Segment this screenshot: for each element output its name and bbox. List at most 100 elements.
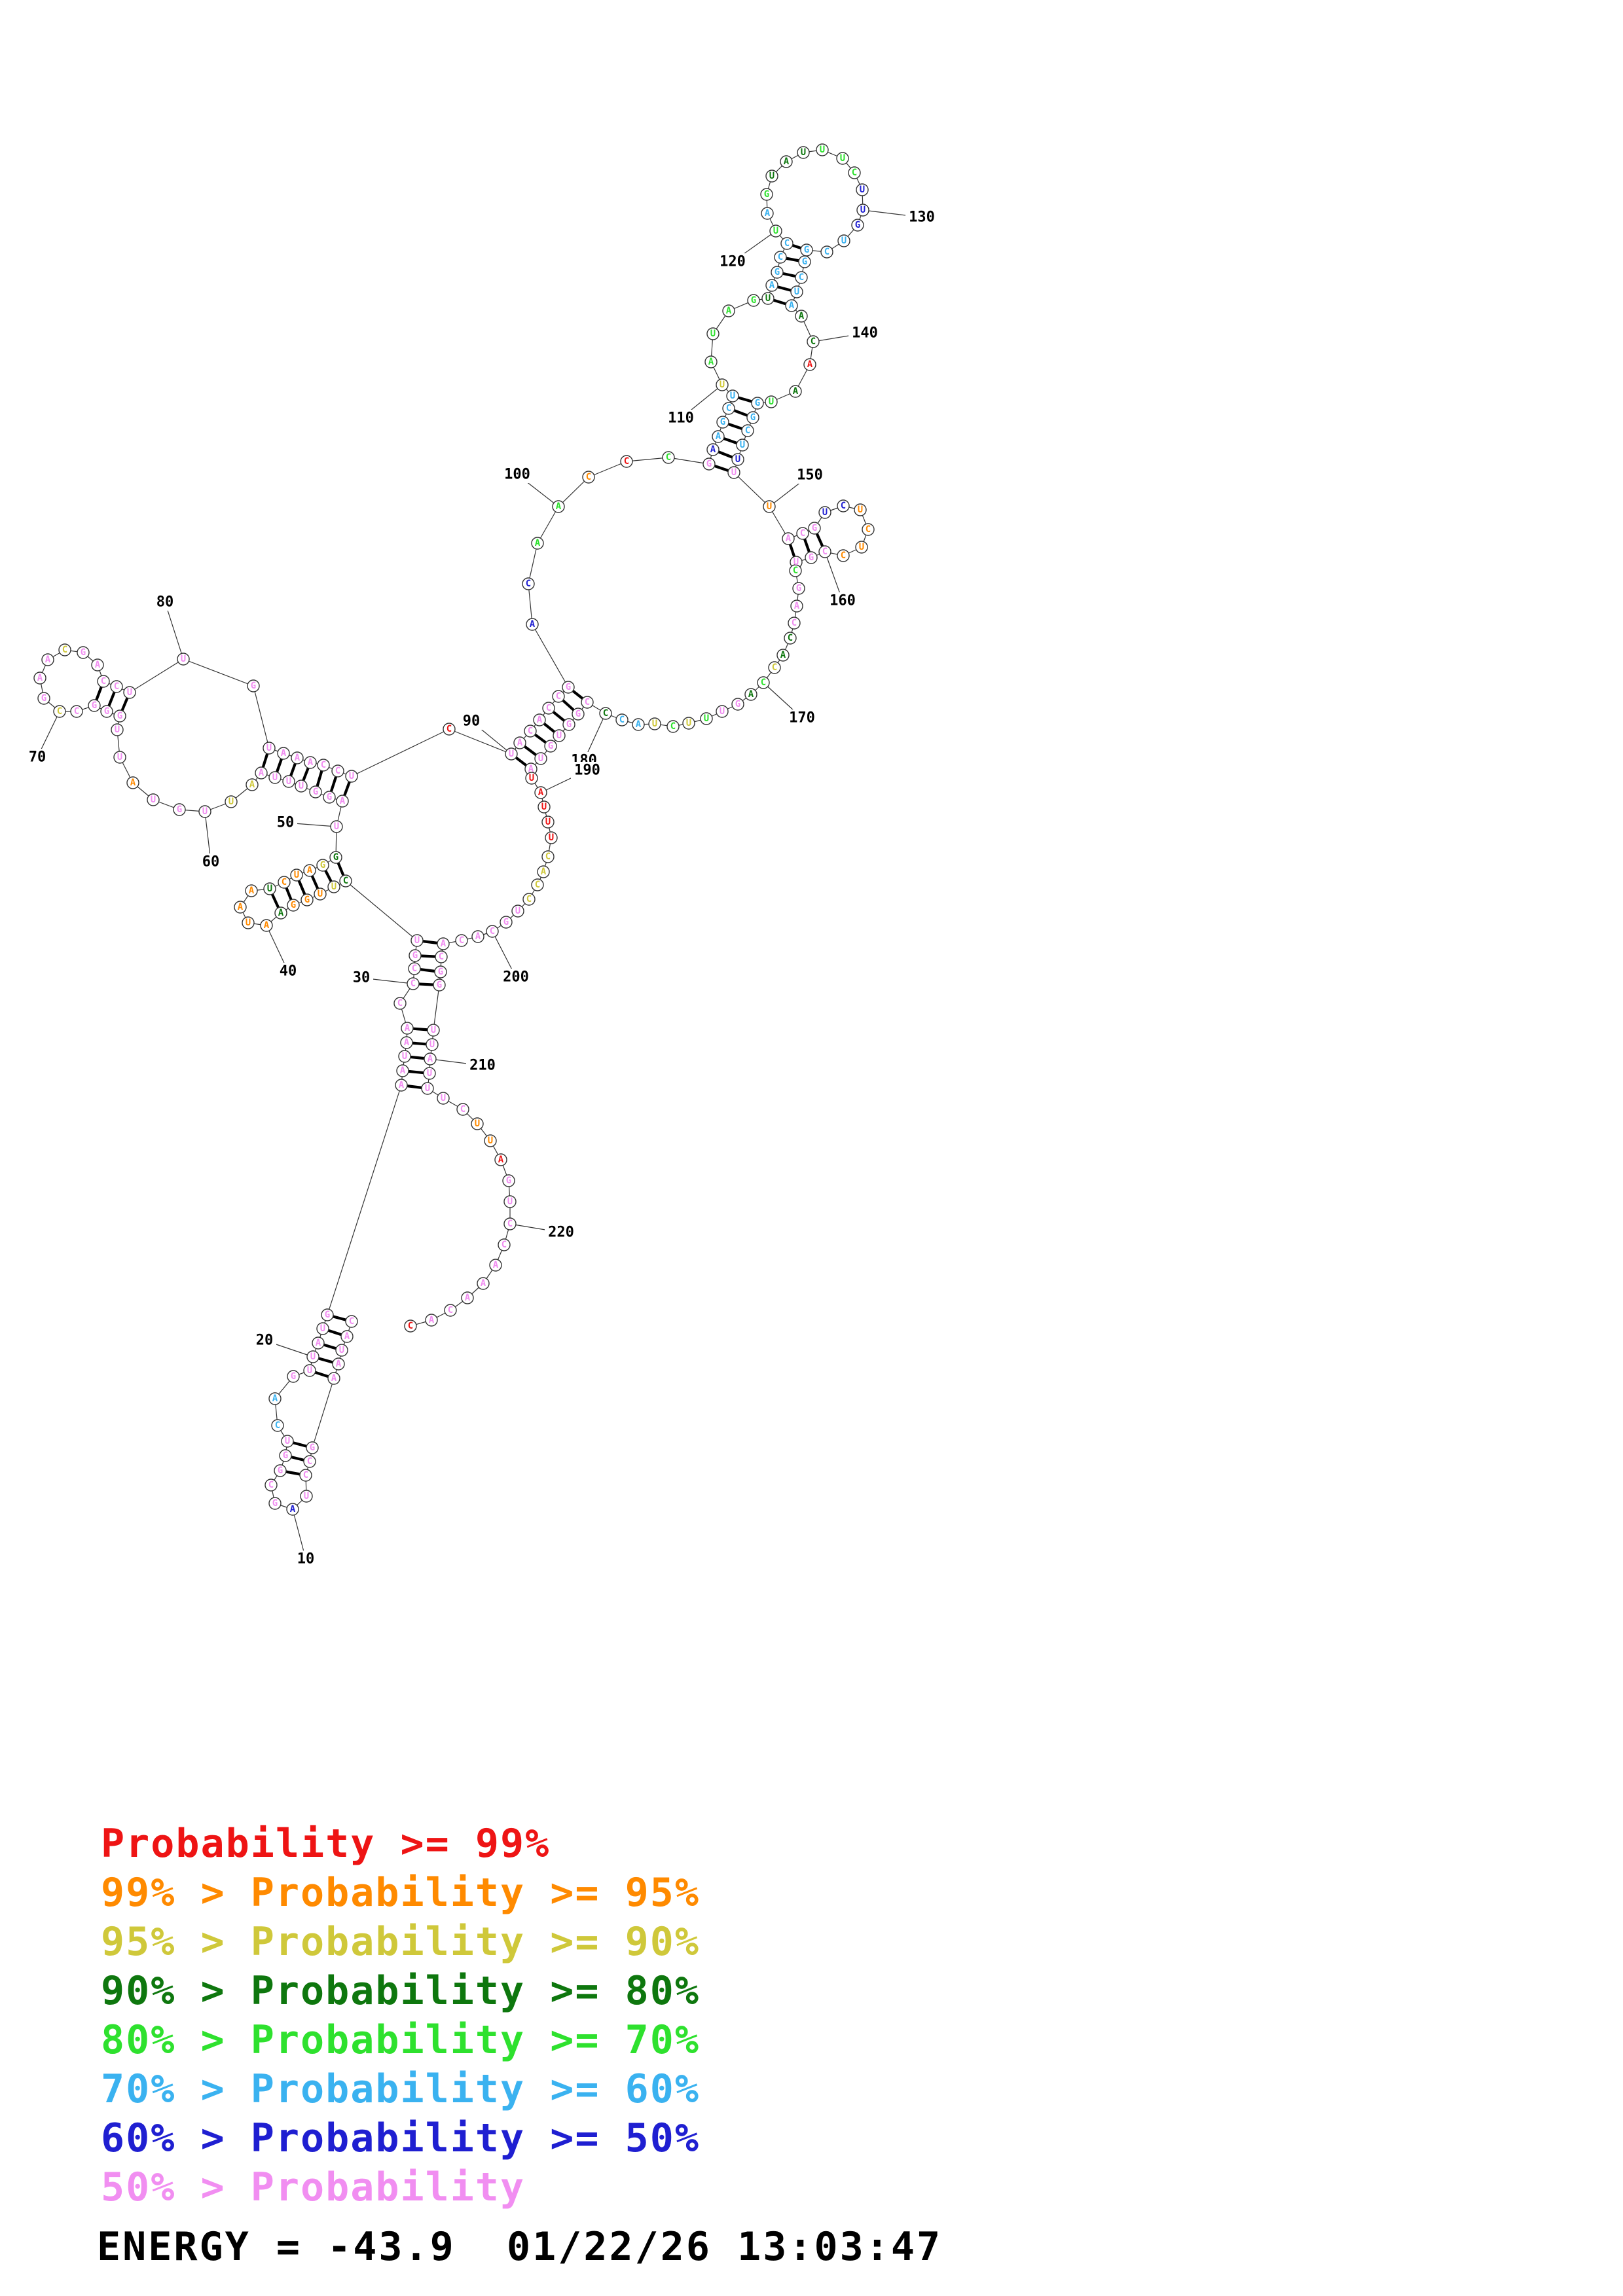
nucleotide-circle [396,1064,409,1077]
nucleotide-circle [761,207,774,220]
position-label-bg [716,253,749,270]
nucleotide-circle [722,304,735,317]
position-label: 90 [463,713,481,730]
nucleotide-letter: G [802,257,807,267]
nucleotide-letter: C [114,681,119,692]
nucleotide-letter: G [291,900,296,910]
nucleotide-circle [264,1479,278,1492]
nucleotide-circle [500,916,513,929]
nucleotide-circle [522,577,535,590]
nucleotide-circle [722,402,735,415]
nucleotide-letter: G [750,412,756,423]
nucleotide-letter: A [340,796,346,806]
nucleotide-circle [395,1079,408,1092]
position-label-bg [460,713,483,730]
nucleotide-circle [247,679,260,692]
nucleotide-circle [856,183,869,196]
nucleotide-letter: U [767,501,772,512]
nucleotide-letter: U [320,1323,325,1334]
nucleotide-circle [306,1441,319,1454]
nucleotide-circle [702,457,716,471]
nucleotide-circle [795,310,808,323]
nucleotide-letter: U [720,706,725,717]
nucleotide-letter: A [708,357,714,367]
nucleotide-circle [277,747,290,760]
nucleotide-letter: G [438,967,443,977]
nucleotide-circle [700,712,713,725]
backbone-segment [626,457,669,462]
nucleotide-letter: U [294,870,299,880]
nucleotide-letter: G [92,700,97,711]
nucleotide-circle [268,771,282,784]
nucleotide-letter: U [507,1196,513,1207]
nucleotide-circle [537,865,550,878]
nucleotide-letter: U [769,397,774,407]
nucleotide-letter: C [866,524,871,535]
energy-status-line: ENERGY = -43.9 01/22/26 13:03:47 [97,2224,942,2270]
nucleotide-letter: G [278,1465,283,1476]
nucleotide-letter: U [307,1365,312,1376]
backbone-segment [528,583,533,625]
nucleotide-circle [301,893,314,906]
nucleotide-circle [632,718,645,731]
nucleotide-letter: U [117,752,122,762]
nucleotide-letter: C [619,715,625,725]
nucleotide-circle [848,166,861,179]
nucleotide-letter: A [37,673,43,683]
nucleotide-circle [615,713,629,726]
nucleotide-letter: U [549,833,554,843]
backbone-segment [327,1085,402,1316]
nucleotide-letter: U [740,440,745,450]
nucleotide-circle [100,705,113,718]
nucleotide-letter: A [794,601,800,611]
nucleotide-circle [299,1469,312,1482]
nucleotide-circle [456,1103,469,1116]
nucleotide-circle [198,805,211,818]
nucleotide-letter: A [807,359,813,370]
nucleotide-circle [503,1217,517,1230]
nucleotide-circle [437,1092,450,1105]
nucleotide-circle [792,582,805,595]
nucleotide-letter: G [548,741,553,751]
nucleotide-circle [712,430,725,443]
nucleotide-circle [110,680,123,693]
nucleotide-circle [263,742,276,755]
nucleotide-letter: U [429,1039,435,1050]
nucleotide-letter: C [784,238,790,249]
nucleotide-circle [246,778,259,791]
nucleotide-letter: U [710,329,716,339]
nucleotide-circle [648,717,661,730]
nucleotide-letter: G [310,1443,315,1453]
nucleotide-letter: C [545,852,551,862]
nucleotide-letter: G [412,950,418,961]
nucleotide-letter: A [535,538,541,548]
nucleotide-letter: C [824,247,830,257]
nucleotide-letter: U [339,1345,344,1355]
nucleotide-letter: A [786,533,792,544]
nucleotide-letter: U [735,454,740,465]
nucleotide-circle [398,1050,411,1063]
nucleotide-circle [287,899,300,912]
nucleotide-letter: A [95,660,101,670]
nucleotide-circle [339,874,352,888]
nucleotide-circle [260,919,273,932]
nucleotide-circle [88,699,101,712]
nucleotide-letter: G [327,792,332,802]
nucleotide-letter: A [429,1315,435,1325]
nucleotide-letter: U [541,802,547,812]
nucleotide-letter: U [431,1025,436,1035]
nucleotide-letter: U [266,743,272,753]
nucleotide-circle [489,1259,502,1272]
nucleotide-letter: C [761,677,766,688]
nucleotide-circle [295,780,308,793]
backbone-segment [668,457,710,465]
nucleotide-letter: C [526,579,531,589]
nucleotide-circle [77,646,90,659]
nucleotide-letter: A [530,619,536,630]
nucleotide-letter: U [730,391,735,401]
nucleotide-circle [746,411,759,424]
nucleotide-letter: U [402,1051,407,1062]
nucleotide-circle [524,725,537,738]
nucleotide-circle [854,503,867,516]
nucleotide-letter: U [349,771,354,781]
